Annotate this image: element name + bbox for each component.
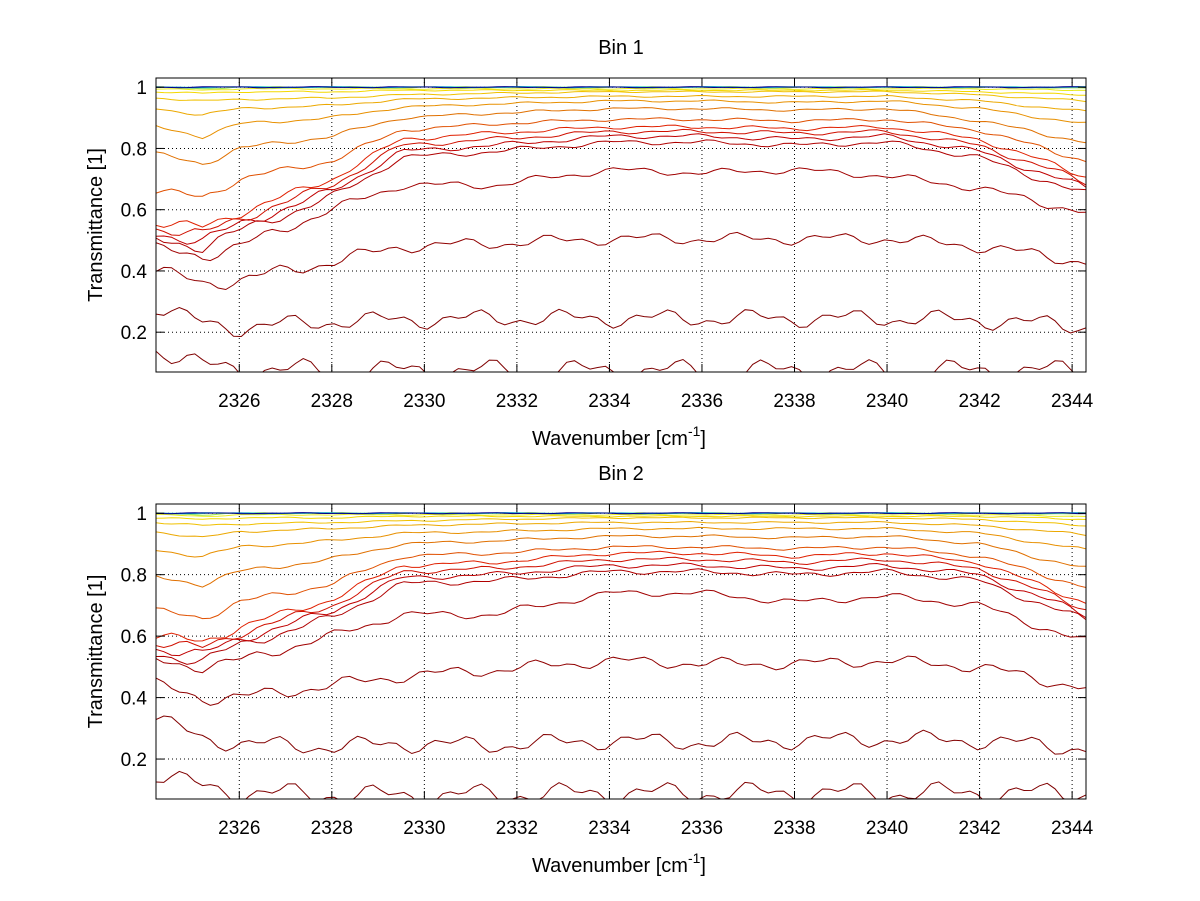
y-tick-label: 0.2 <box>121 323 147 344</box>
chart-title: Bin 1 <box>598 37 644 59</box>
series-group <box>156 512 1086 799</box>
series-line-10 <box>156 534 1086 588</box>
x-tick-label: 2330 <box>403 818 445 839</box>
series-line-6 <box>156 133 1086 245</box>
series-line-2 <box>156 306 1086 338</box>
x-tick-label: 2328 <box>311 818 353 839</box>
x-tick-label: 2332 <box>496 391 538 412</box>
axes-box <box>155 503 1087 800</box>
x-tick-label: 2334 <box>588 818 631 839</box>
y-axis-label: Transmittance [1] <box>85 575 107 729</box>
x-axis-label-text: Wavenumber [cm <box>532 428 688 450</box>
series-line-14 <box>156 89 1086 96</box>
series-line-4 <box>156 167 1086 262</box>
y-tick-label: 0.4 <box>121 689 148 710</box>
x-tick-label: 2338 <box>773 818 815 839</box>
y-tick-label: 0.4 <box>121 262 148 283</box>
y-tick-label: 0.6 <box>121 627 147 648</box>
x-tick-label: 2344 <box>1051 391 1094 412</box>
x-axis-label-end: ] <box>700 428 706 450</box>
series-line-8 <box>156 124 1086 228</box>
x-axis-label-sup: -1 <box>688 850 701 866</box>
x-tick-label: 2330 <box>403 391 445 412</box>
series-line-13 <box>156 516 1086 527</box>
x-axis-label-sup: -1 <box>688 423 701 439</box>
y-tick-label: 0.8 <box>121 139 147 160</box>
series-line-5 <box>156 568 1086 665</box>
series-line-19 <box>156 512 1086 515</box>
series-line-11 <box>156 99 1086 140</box>
x-tick-label: 2336 <box>681 818 723 839</box>
series-line-12 <box>156 520 1086 538</box>
series-line-1 <box>156 350 1074 372</box>
series-line-7 <box>156 128 1086 236</box>
x-tick-label: 2332 <box>496 818 538 839</box>
series-line-19 <box>156 86 1086 89</box>
series-line-4 <box>156 589 1086 674</box>
series-line-15 <box>156 513 1086 517</box>
series-line-3 <box>156 655 1086 706</box>
series-line-10 <box>156 107 1086 165</box>
series-line-13 <box>156 90 1086 103</box>
series-line-5 <box>156 139 1086 254</box>
x-tick-label: 2328 <box>311 391 353 412</box>
y-tick-label: 0.6 <box>121 201 147 222</box>
x-tick-label: 2336 <box>681 391 723 412</box>
series-line-12 <box>156 94 1086 116</box>
axes-panel-2: 2326 2328 2330 2332 2334 2336 2338 2340 2342 2344… <box>85 463 1094 877</box>
axes-panel-1: 2326 2328 2330 2332 2334 2336 2338 2340 2342 2344… <box>85 37 1094 450</box>
series-line-1 <box>156 770 1086 799</box>
x-tick-label: 2334 <box>588 391 631 412</box>
series-line-14 <box>156 515 1086 521</box>
series-line-2 <box>156 715 1086 755</box>
y-tick-label: 1 <box>136 504 147 525</box>
x-axis-label: Wavenumber [cm-1] <box>532 423 706 450</box>
x-axis-label: Wavenumber [cm-1] <box>532 850 706 877</box>
x-tick-label: 2326 <box>218 818 260 839</box>
x-tick-label: 2338 <box>773 391 815 412</box>
y-tick-label: 0.2 <box>121 750 147 771</box>
x-axis-label-text: Wavenumber [cm <box>532 855 688 877</box>
series-line-8 <box>156 550 1086 642</box>
series-line-6 <box>156 562 1086 657</box>
x-axis-label-end: ] <box>700 855 706 877</box>
series-line-11 <box>156 526 1086 558</box>
series-group <box>156 86 1086 372</box>
axes-box <box>155 77 1087 373</box>
y-tick-label: 0.8 <box>121 566 147 587</box>
x-tick-label: 2326 <box>218 391 260 412</box>
series-line-7 <box>156 556 1086 649</box>
x-tick-label: 2342 <box>958 818 1000 839</box>
chart-title: Bin 2 <box>598 463 644 485</box>
series-line-9 <box>156 117 1086 197</box>
series-line-3 <box>156 231 1086 291</box>
series-line-9 <box>156 545 1086 620</box>
x-tick-label: 2340 <box>866 391 908 412</box>
y-axis-label: Transmittance [1] <box>85 148 107 302</box>
x-tick-label: 2340 <box>866 818 908 839</box>
y-tick-label: 1 <box>136 78 147 99</box>
x-tick-label: 2344 <box>1051 818 1094 839</box>
x-tick-label: 2342 <box>958 391 1000 412</box>
